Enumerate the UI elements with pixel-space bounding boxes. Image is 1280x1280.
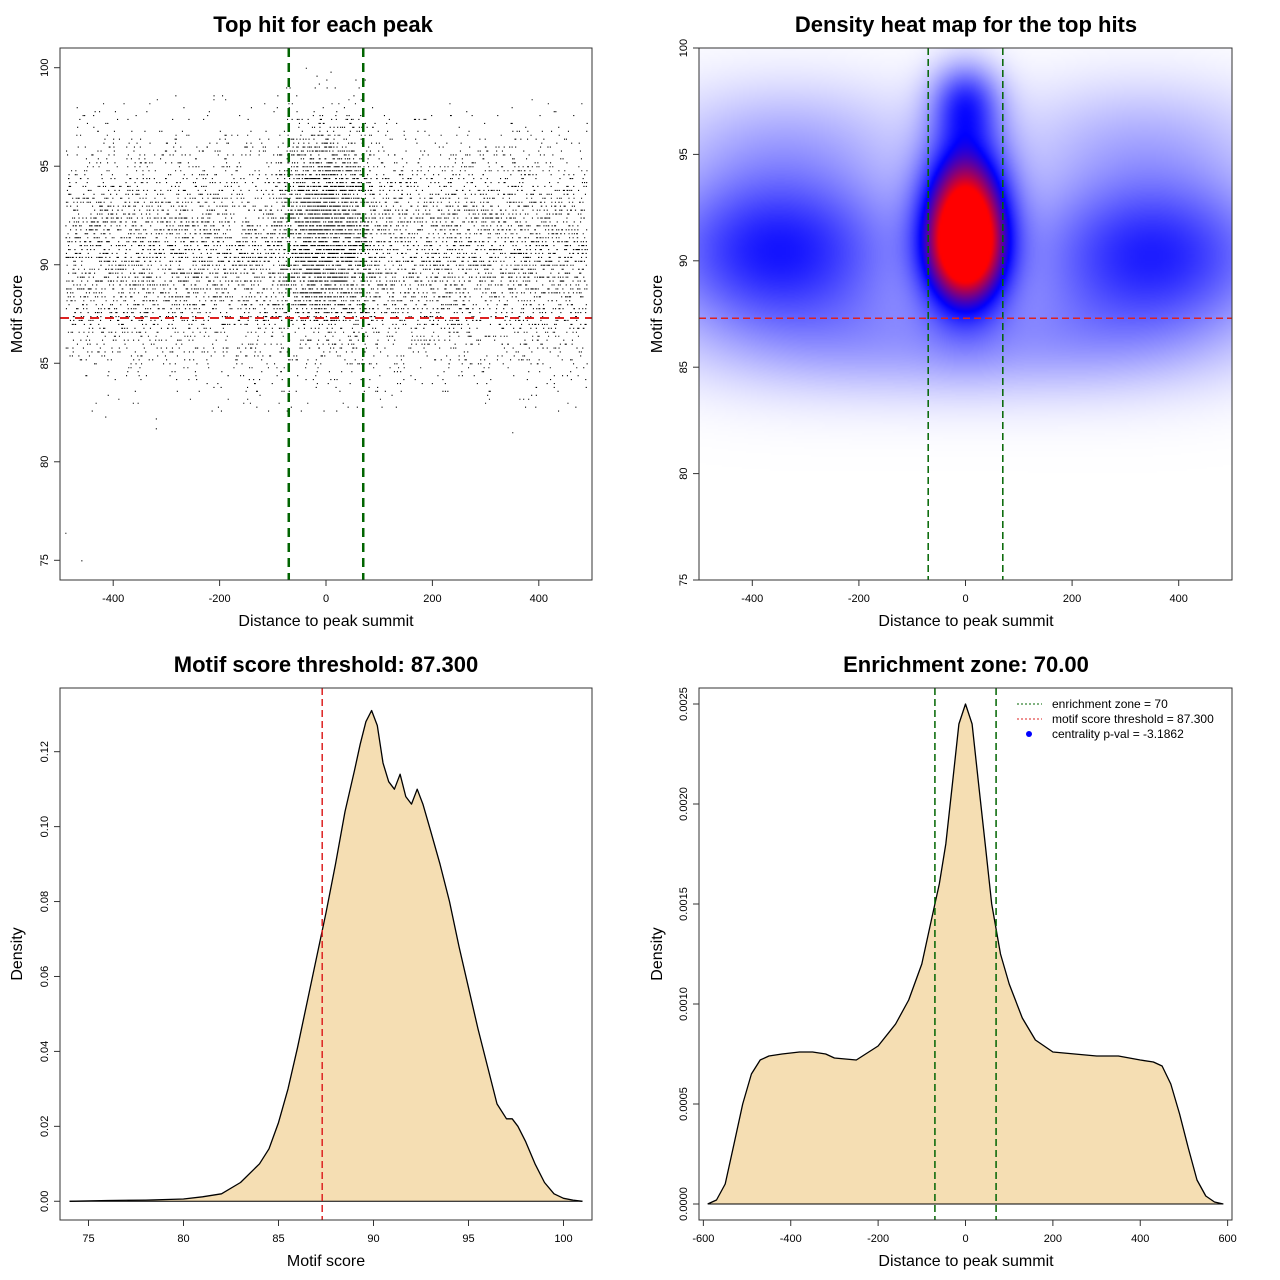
p3-x-tick-label: 600: [1218, 1233, 1236, 1245]
density-curve: [707, 703, 1224, 1205]
p0-y-tick-label: 95: [39, 160, 51, 172]
p3-y-tick-label: 0.0020: [678, 787, 690, 821]
p0-y-tick-label: 90: [39, 259, 51, 271]
p0-y-tick-label: 80: [39, 456, 51, 468]
p3-y-tick-label: 0.0005: [678, 1087, 690, 1121]
p3-y-tick-label: 0.0015: [678, 887, 690, 921]
p0-x-tick-label: 0: [323, 593, 329, 605]
p3-x-tick-label: -400: [780, 1233, 802, 1245]
distance-density-title: Enrichment zone: 70.00: [843, 652, 1089, 677]
p2-y-tick-label: 0.04: [39, 1041, 51, 1062]
distance-density-y-label: Density: [649, 927, 666, 980]
score-density-ticks: 75 80 85 90 95 100 0.00 0.02 0.04 0.06 0.08 0.10 0.1…: [39, 741, 573, 1245]
heatmap-plot-area: [699, 48, 1232, 580]
panel-heatmap: Density heat map for the top hits -400 -2…: [649, 12, 1233, 630]
panel-distance-density: Enrichment zone: 70.00 -600 -400 -200 0 200 4…: [649, 652, 1237, 1270]
p1-y-tick-label: 95: [678, 148, 690, 160]
score-density-plot-area: [69, 688, 583, 1220]
p2-x-tick-label: 95: [462, 1233, 474, 1245]
p3-x-tick-label: 400: [1131, 1233, 1149, 1245]
panel-scatter: Top hit for each peak -400 -200 0 200 400 75 8…: [9, 12, 593, 630]
p0-y-tick-label: 75: [39, 554, 51, 566]
p2-x-tick-label: 100: [554, 1233, 572, 1245]
heatmap-canvas: [699, 48, 1232, 580]
scatter-x-label: Distance to peak summit: [238, 613, 414, 630]
p0-x-tick-label: 200: [423, 593, 441, 605]
p1-y-tick-label: 100: [678, 39, 690, 57]
p1-x-tick-label: 400: [1170, 593, 1188, 605]
p3-y-tick-label: 0.0000: [678, 1187, 690, 1221]
density-fill: [707, 704, 1224, 1204]
legend-label-score-threshold: motif score threshold = 87.300: [1052, 712, 1214, 726]
p1-y-tick-label: 85: [678, 361, 690, 373]
p0-y-tick-label: 85: [39, 357, 51, 369]
p1-y-tick-label: 75: [678, 574, 690, 586]
scatter-y-label: Motif score: [9, 275, 26, 353]
p2-y-tick-label: 0.12: [39, 741, 51, 762]
heatmap-canvas-holder: [699, 48, 1232, 580]
p1-x-tick-label: 0: [962, 593, 968, 605]
p2-x-tick-label: 75: [82, 1233, 94, 1245]
scatter-plot-area: [60, 48, 592, 580]
density-fill: [69, 710, 583, 1202]
p0-x-tick-label: -400: [102, 593, 124, 605]
p0-y-tick-label: 100: [39, 59, 51, 77]
p2-y-tick-label: 0.02: [39, 1116, 51, 1137]
p0-x-tick-label: -200: [209, 593, 231, 605]
score-density-x-label: Motif score: [287, 1253, 365, 1270]
score-density-title: Motif score threshold: 87.300: [174, 652, 478, 677]
p2-x-tick-label: 80: [177, 1233, 189, 1245]
p1-y-tick-label: 90: [678, 255, 690, 267]
distance-density-plot-area: [707, 688, 1224, 1220]
p2-y-tick-label: 0.10: [39, 816, 51, 837]
p3-x-tick-label: 0: [962, 1233, 968, 1245]
p1-y-tick-label: 80: [678, 467, 690, 479]
p1-x-tick-label: -200: [848, 593, 870, 605]
p1-x-tick-label: 200: [1063, 593, 1081, 605]
score-density-frame: [59, 687, 593, 1221]
legend-swatch-centrality: [1026, 731, 1032, 737]
p2-y-tick-label: 0.00: [39, 1191, 51, 1212]
p2-x-tick-label: 85: [272, 1233, 284, 1245]
p3-x-tick-label: -600: [692, 1233, 714, 1245]
legend-label-centrality: centrality p-val = -3.1862: [1052, 727, 1184, 741]
p1-x-tick-label: -400: [741, 593, 763, 605]
heatmap-y-label: Motif score: [649, 275, 666, 353]
p2-y-tick-label: 0.08: [39, 891, 51, 912]
scatter-frame: [59, 47, 593, 581]
panel-score-density: Motif score threshold: 87.300 75 80 85 90 95…: [9, 652, 593, 1270]
p0-x-tick-label: 400: [530, 593, 548, 605]
scatter-title: Top hit for each peak: [213, 12, 433, 37]
heatmap-ticks: -400 -200 0 200 400 75 80 85 90 95 100: [678, 39, 1188, 605]
p3-y-tick-label: 0.0010: [678, 987, 690, 1021]
scatter-points: [65, 67, 588, 562]
heatmap-title: Density heat map for the top hits: [795, 12, 1137, 37]
p2-x-tick-label: 90: [367, 1233, 379, 1245]
legend: enrichment zone = 70 motif score thresho…: [1017, 697, 1214, 741]
distance-density-ticks: -600 -400 -200 0 200 400 600 0.0000 0.0005 0.0010…: [678, 687, 1237, 1245]
scatter-ticks: -400 -200 0 200 400 75 80 85 90 95 100: [39, 59, 548, 605]
heatmap-x-label: Distance to peak summit: [878, 613, 1054, 630]
distance-density-x-label: Distance to peak summit: [878, 1253, 1054, 1270]
p3-x-tick-label: -200: [867, 1233, 889, 1245]
p2-y-tick-label: 0.06: [39, 966, 51, 987]
p3-y-tick-label: 0.0025: [678, 687, 690, 721]
score-density-y-label: Density: [9, 927, 26, 980]
p3-x-tick-label: 200: [1044, 1233, 1062, 1245]
legend-label-enrichment-zone: enrichment zone = 70: [1052, 697, 1168, 711]
density-curve: [69, 709, 583, 1202]
